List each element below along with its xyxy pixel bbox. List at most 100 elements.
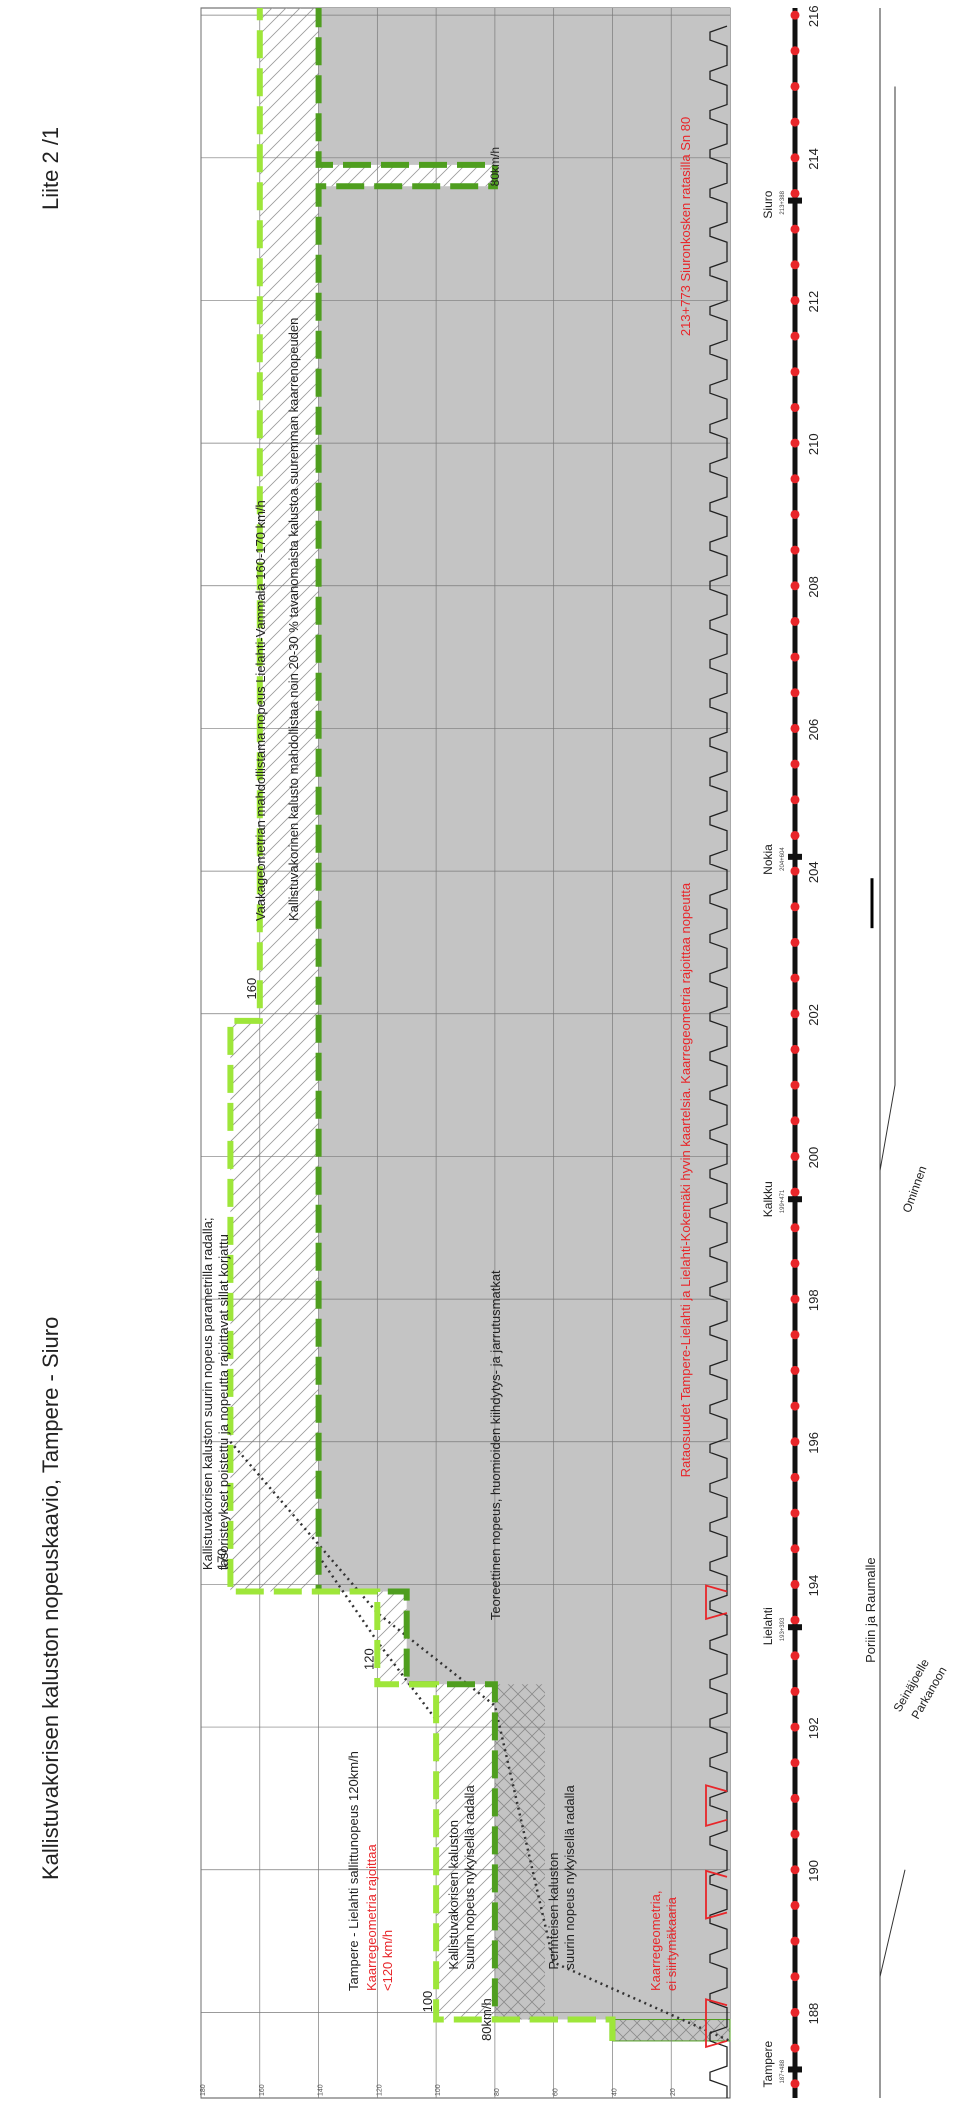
km-dot [790, 1544, 800, 1554]
km-tick-label: 208 [806, 576, 821, 598]
km-dot [790, 1187, 800, 1197]
km-dot [790, 795, 800, 805]
km-dot [790, 2043, 800, 2053]
km-dot [790, 1258, 800, 1268]
tilting-speed-line [227, 8, 616, 2041]
km-tick-label: 214 [806, 148, 821, 170]
km-dot [790, 153, 800, 163]
annotation-tilting-max-2: tasoristeykset poistettu ja nopeutta raj… [216, 1234, 231, 1570]
annotation-tampere-lielahti: Tampere - Lielahti sallittunopeus 120km/… [346, 1751, 361, 1991]
station-name: Kalkku [761, 1181, 775, 1217]
km-dot [790, 1223, 800, 1233]
curve-highlight [705, 1998, 728, 2049]
station-km: 193+393 [780, 1617, 786, 1641]
speed-tick-label: 160 [259, 2084, 266, 2096]
speed-tick-label: 40 [611, 2088, 618, 2096]
curve-highlight [705, 1584, 728, 1621]
km-dot [790, 509, 800, 519]
km-dot [790, 438, 800, 448]
km-dot [790, 10, 800, 20]
km-dot [790, 1758, 800, 1768]
km-dot [790, 2007, 800, 2017]
annotation-siuro-bridge: 213+773 Siuronkosken ratasilla Sn 80 [678, 117, 693, 336]
km-dot [790, 902, 800, 912]
conventional-area [318, 8, 730, 2041]
station-km: 187+488 [780, 2059, 786, 2083]
km-dot [790, 474, 800, 484]
station-km: 213+388 [780, 190, 786, 214]
km-dot [790, 688, 800, 698]
km-dot [790, 581, 800, 591]
km-dot [790, 1936, 800, 1946]
km-dot [790, 1294, 800, 1304]
km-dot [790, 973, 800, 983]
annotation-horizontal-2: Kallistuvakorinen kalusto mahdollistaa n… [286, 318, 301, 921]
station-marker [788, 853, 802, 860]
km-dot [790, 260, 800, 270]
curve-box-1 [494, 1684, 545, 2020]
map-branch [879, 86, 906, 1977]
km-dot [790, 1651, 800, 1661]
km-tick-label: 206 [806, 719, 821, 741]
station-name: Tampere [761, 2040, 775, 2087]
km-dot [790, 1151, 800, 1161]
annotation-conventional-current-1: Perinteisen kaluston [546, 1853, 561, 1970]
annotation-horizontal-1: Vaakageometrian mahdollistama nopeus Lie… [253, 500, 268, 921]
km-dot [790, 1330, 800, 1340]
km-dot [790, 402, 800, 412]
km-dot [790, 1401, 800, 1411]
km-dot [790, 1579, 800, 1589]
speed-tick-label: 20 [670, 2088, 677, 2096]
station-name: Lielahti [761, 1607, 775, 1645]
km-dot [790, 295, 800, 305]
km-dot [790, 2079, 800, 2089]
km-dot [790, 224, 800, 234]
km-tick-label: 204 [806, 861, 821, 883]
km-dot [790, 830, 800, 840]
km-tick-label: 192 [806, 1717, 821, 1739]
km-dot [790, 1080, 800, 1090]
km-dot [790, 616, 800, 626]
speed-tick-label: 140 [318, 2084, 325, 2096]
km-dot [790, 367, 800, 377]
station-marker [788, 1624, 802, 1631]
km-tick-label: 198 [806, 1289, 821, 1311]
km-dot [790, 723, 800, 733]
km-dot [790, 1009, 800, 1019]
km-dot [790, 188, 800, 198]
km-tick-label: 210 [806, 433, 821, 455]
station-km: 199+471 [780, 1189, 786, 1213]
annotation-curve-limit-1a: Kaarregeometria rajoittaa [364, 1844, 379, 1991]
km-dot [790, 1722, 800, 1732]
km-dot [790, 117, 800, 127]
station-name: Siuro [761, 190, 775, 218]
label-170: 170 [214, 1548, 229, 1570]
annotation-curve-limit-1b: <120 km/h [380, 1930, 395, 1991]
km-tick-label: 212 [806, 291, 821, 313]
station-km: 204+604 [780, 847, 786, 871]
km-dot [790, 937, 800, 947]
km-dot [790, 1437, 800, 1447]
km-dot [790, 1615, 800, 1625]
km-tick-label: 188 [806, 2003, 821, 2025]
km-dot [790, 331, 800, 341]
label-80-left: 80km/h [479, 1998, 494, 2041]
km-dot [790, 545, 800, 555]
annotation-conventional-current-2: suurin nopeus nykyisellä radalla [562, 1785, 577, 1970]
km-dot [790, 1900, 800, 1910]
label-120: 120 [361, 1648, 376, 1670]
speed-tick-label: 100 [435, 2084, 442, 2096]
km-dot [790, 1793, 800, 1803]
theoretical-band [230, 1020, 260, 1592]
curve-highlight [705, 1784, 728, 1828]
theoretical-line [229, 1440, 731, 2043]
label-80-right: 80km/h [488, 147, 502, 186]
annotation-tilting-current-1: Kallistuvakorisen kaluston [446, 1820, 461, 1970]
km-dot [790, 1044, 800, 1054]
annotation-speed-limits: Rataosuudet Tampere-Lielahti ja Lielahti… [678, 882, 693, 1477]
km-dot [790, 1365, 800, 1375]
km-dot [790, 1972, 800, 1982]
annotation-curve-limit-2a: Kaarregeometria, [648, 1891, 663, 1991]
annotation-tilting-current-2: suurin nopeus nykyisellä radalla [462, 1785, 477, 1970]
station-name: Nokia [761, 844, 775, 875]
